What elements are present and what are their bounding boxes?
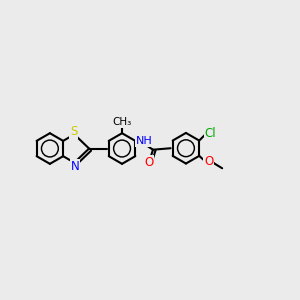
Text: Cl: Cl <box>205 127 216 140</box>
Text: NH: NH <box>136 136 153 146</box>
Text: CH₃: CH₃ <box>112 117 132 127</box>
Text: S: S <box>70 125 77 138</box>
Text: O: O <box>144 156 153 169</box>
Text: N: N <box>70 160 79 173</box>
Text: O: O <box>204 155 213 168</box>
